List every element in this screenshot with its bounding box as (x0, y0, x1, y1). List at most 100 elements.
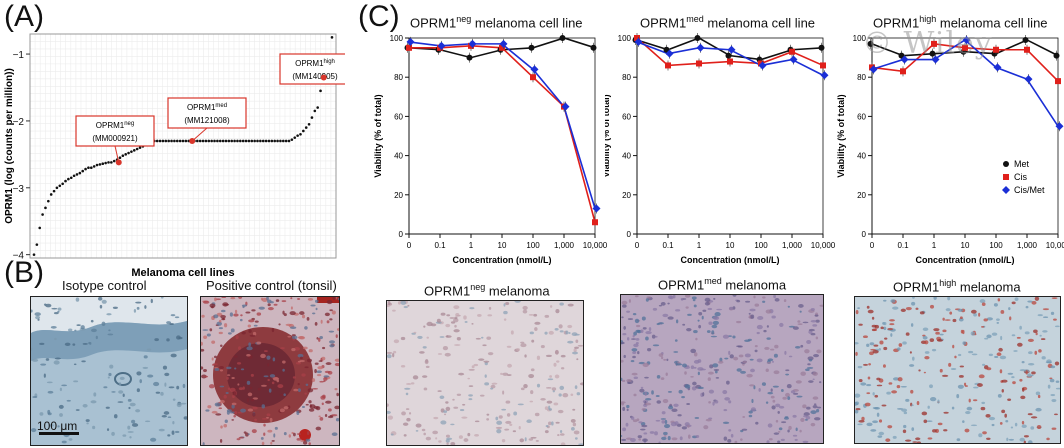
cell (910, 323, 914, 327)
cell (754, 349, 758, 353)
cell (640, 428, 646, 431)
cell (176, 335, 181, 340)
cell (892, 435, 897, 439)
caption-positive: Positive control (tonsil) (206, 278, 337, 293)
cell (548, 405, 551, 410)
cell (53, 360, 60, 365)
data-point (110, 161, 113, 164)
cell (241, 304, 247, 307)
cell (778, 427, 783, 431)
cell (261, 404, 266, 409)
cell (996, 318, 1000, 321)
cell (695, 337, 698, 341)
cell (172, 398, 176, 401)
cell (462, 403, 466, 406)
cell (655, 394, 660, 398)
cell (318, 415, 321, 418)
cell (1014, 422, 1018, 427)
cell (766, 362, 772, 364)
cell (171, 430, 175, 435)
cell (201, 341, 203, 346)
cell (105, 406, 110, 409)
cell (892, 377, 900, 381)
cell (640, 386, 644, 389)
cell (247, 408, 254, 412)
cell (724, 397, 731, 401)
data-point-cismet (758, 61, 767, 70)
cell (663, 431, 668, 436)
cell (1027, 338, 1034, 342)
cell (571, 332, 578, 337)
cell (621, 359, 624, 363)
callout-id: (MM121008) (184, 116, 230, 125)
cell (251, 309, 256, 312)
y-tick-label: 20 (622, 191, 631, 200)
cell (1013, 350, 1018, 352)
cell (505, 420, 512, 424)
cell (252, 397, 258, 400)
cell (1023, 435, 1029, 438)
cell (635, 342, 639, 345)
cell (774, 344, 779, 349)
cell (1017, 342, 1023, 347)
cell (233, 355, 238, 358)
cell (664, 423, 671, 429)
cell (246, 353, 251, 357)
cell (227, 387, 231, 391)
cell (718, 360, 724, 364)
cell (211, 364, 215, 366)
cell (1021, 420, 1025, 425)
cell (534, 412, 540, 417)
cell (273, 303, 278, 306)
data-point (135, 147, 139, 151)
cell (323, 377, 328, 381)
cell (550, 305, 553, 308)
cell (520, 343, 527, 348)
cell (283, 313, 287, 317)
cell (490, 387, 494, 390)
cell (794, 438, 798, 441)
cell (816, 408, 820, 413)
cell (271, 381, 275, 385)
cell (458, 372, 465, 376)
cell (770, 395, 775, 399)
cell (57, 307, 62, 311)
data-point (204, 139, 208, 143)
cell (690, 375, 694, 378)
cell (810, 320, 817, 323)
cell (309, 404, 312, 408)
cell (166, 338, 170, 342)
cell (755, 421, 759, 425)
cell (510, 330, 514, 335)
data-point (69, 176, 73, 180)
cell (962, 420, 965, 424)
cell (445, 434, 450, 438)
cell (942, 329, 947, 333)
cell (1012, 381, 1016, 385)
cell (158, 428, 165, 432)
cell (900, 308, 906, 313)
cell (208, 384, 215, 389)
cell (106, 313, 112, 316)
cell (289, 326, 297, 330)
cell (872, 349, 879, 354)
cell (1001, 379, 1008, 383)
x-tick-label: 1 (469, 241, 474, 250)
cell (387, 351, 393, 354)
cell (866, 305, 870, 309)
data-point (287, 139, 291, 143)
cell (458, 435, 463, 439)
x-axis-label: Concentration (nmol/L) (453, 255, 552, 265)
callout-box (75, 115, 155, 147)
x-tick-label: 0 (635, 241, 640, 250)
cell (478, 358, 485, 361)
cell (174, 430, 180, 433)
panel-b-label: (B) (4, 256, 44, 289)
cell (911, 301, 916, 306)
cell (305, 383, 309, 386)
cell (642, 362, 649, 368)
cell (484, 374, 487, 378)
x-tick-label: 0 (407, 241, 412, 250)
cell (804, 349, 810, 354)
